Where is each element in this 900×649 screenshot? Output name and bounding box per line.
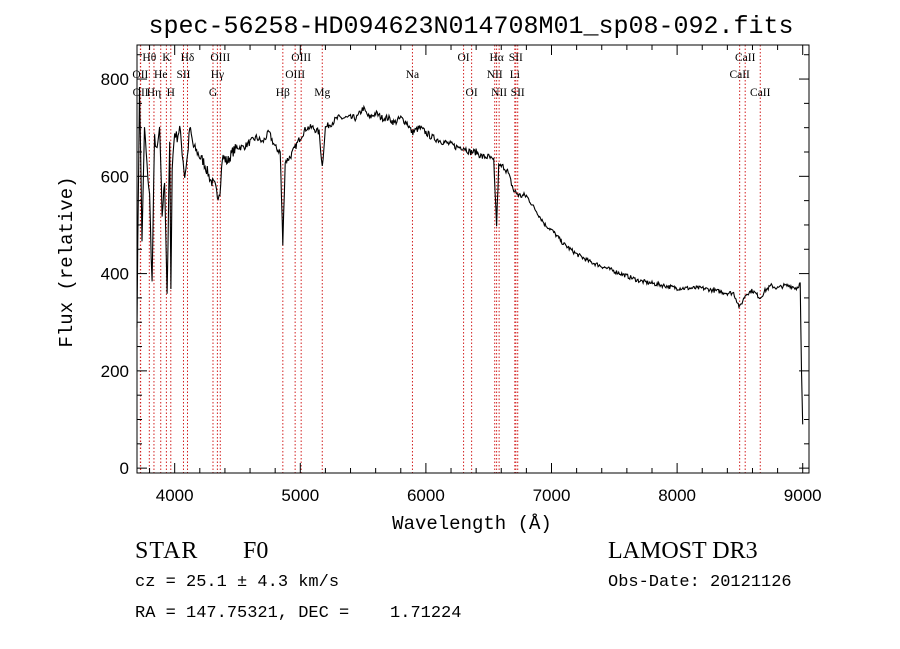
line-label-8: Hδ [181, 52, 195, 64]
line-label-26: CaII [729, 69, 750, 81]
line-label-22: SII [509, 52, 523, 64]
line-label-20: NII [487, 69, 503, 81]
line-label-9: OIII [210, 52, 230, 64]
redshift-cz: cz = 25.1 ± 4.3 km/s [135, 573, 340, 592]
x-tick-label: 5000 [281, 486, 319, 505]
chart-title: spec-56258-HD094623N014708M01_sp08-092.f… [148, 12, 793, 41]
line-label-19: Hα [489, 52, 503, 64]
line-label-24: SII [511, 87, 525, 99]
line-label-17: OI [458, 52, 470, 64]
object-subclass: F0 [243, 538, 269, 564]
line-label-3: Hη [147, 87, 161, 99]
line-label-14: OIII [285, 69, 305, 81]
y-tick-label: 600 [101, 167, 129, 186]
plot-frame [136, 44, 810, 474]
x-axis-ticks: 4000 5000 6000 7000 8000 9000 [149, 45, 822, 505]
object-class: STAR [135, 538, 199, 564]
y-tick-label: 400 [101, 265, 129, 284]
x-tick-label: 4000 [156, 486, 194, 505]
y-tick-label: 0 [120, 459, 129, 478]
line-label-10: Hγ [211, 69, 224, 81]
line-label-25: CaII [735, 52, 756, 64]
x-tick-label: 9000 [784, 486, 822, 505]
line-label-1: OII [132, 69, 148, 81]
spectrum-line [136, 86, 804, 425]
line-label-12: Hβ [276, 87, 290, 99]
x-tick-label: 6000 [407, 486, 445, 505]
line-markers [139, 45, 761, 473]
line-label-6: H [167, 87, 175, 99]
y-axis-ticks: 0 200 400 600 800 [101, 54, 809, 478]
line-label-13: OIII [291, 52, 311, 64]
line-label-27: CaII [750, 87, 771, 99]
line-label-16: Na [406, 69, 419, 81]
x-tick-label: 8000 [658, 486, 696, 505]
y-tick-label: 800 [101, 70, 129, 89]
line-label-18: OI [466, 87, 478, 99]
line-label-21: NII [491, 87, 507, 99]
observation-date: Obs-Date: 20121126 [608, 573, 792, 592]
line-label-23: Li [510, 69, 520, 81]
line-label-4: He [154, 69, 167, 81]
y-axis-label: Flux (relative) [56, 176, 78, 347]
x-axis-label: Wavelength (Å) [392, 513, 552, 535]
y-tick-label: 200 [101, 362, 129, 381]
line-label-7: SII [176, 69, 190, 81]
line-label-5: K [162, 52, 171, 64]
ra-dec: RA = 147.75321, DEC = 1.71224 [135, 604, 462, 623]
survey-name: LAMOST DR3 [608, 538, 758, 564]
x-tick-label: 7000 [533, 486, 571, 505]
line-label-15: Mg [314, 87, 330, 99]
line-label-11: G [209, 87, 217, 99]
line-label-0: Hθ [142, 52, 156, 64]
